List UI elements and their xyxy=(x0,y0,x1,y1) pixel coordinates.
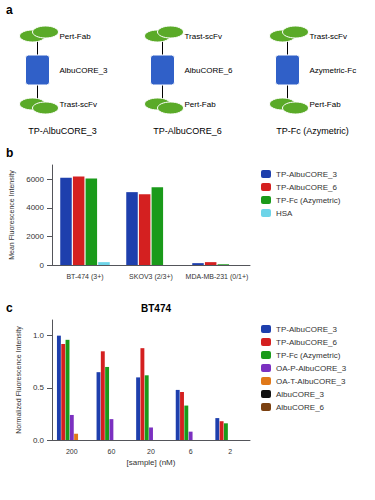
svg-text:b: b xyxy=(6,146,13,160)
svg-text:OA-T-AlbuCORE_3: OA-T-AlbuCORE_3 xyxy=(276,377,346,386)
svg-text:2000: 2000 xyxy=(26,232,44,241)
svg-text:TP-Fc (Azymetric): TP-Fc (Azymetric) xyxy=(276,351,341,360)
svg-text:TP-AlbuCORE_6: TP-AlbuCORE_6 xyxy=(276,183,337,192)
svg-text:Trast-scFv: Trast-scFv xyxy=(60,100,97,109)
svg-text:AlbuCORE_3: AlbuCORE_3 xyxy=(276,390,325,399)
svg-text:BT-474 (3+): BT-474 (3+) xyxy=(66,273,103,281)
svg-text:MDA-MB-231 (0/1+): MDA-MB-231 (0/1+) xyxy=(186,273,249,281)
svg-text:c: c xyxy=(6,301,13,315)
svg-text:HSA: HSA xyxy=(276,209,293,218)
svg-text:TP-AlbuCORE_3: TP-AlbuCORE_3 xyxy=(28,126,97,136)
svg-text:AlbuCORE_6: AlbuCORE_6 xyxy=(276,403,325,412)
svg-text:Pert-Fab: Pert-Fab xyxy=(185,100,217,109)
svg-text:TP-AlbuCORE_3: TP-AlbuCORE_3 xyxy=(276,170,337,179)
svg-text:TP-AlbuCORE_3: TP-AlbuCORE_3 xyxy=(276,325,337,334)
svg-text:0: 0 xyxy=(40,261,45,270)
svg-text:0.0: 0.0 xyxy=(33,436,45,445)
svg-text:AlbuCORE_6: AlbuCORE_6 xyxy=(185,66,234,75)
svg-text:Normalized Fluorescence Intens: Normalized Fluorescence Intensity xyxy=(15,326,23,434)
svg-text:TP-AlbuCORE_6: TP-AlbuCORE_6 xyxy=(153,126,222,136)
svg-text:Trast-scFv: Trast-scFv xyxy=(310,32,347,41)
svg-text:OA-P-AlbuCORE_3: OA-P-AlbuCORE_3 xyxy=(276,364,347,373)
svg-text:0.5: 0.5 xyxy=(33,383,45,392)
svg-text:AlbuCORE_3: AlbuCORE_3 xyxy=(60,66,109,75)
svg-text:TP-Fc (Azymetric): TP-Fc (Azymetric) xyxy=(276,196,341,205)
svg-text:a: a xyxy=(6,3,13,17)
svg-text:60: 60 xyxy=(108,448,116,455)
svg-text:Trast-scFv: Trast-scFv xyxy=(185,32,222,41)
svg-text:BT474: BT474 xyxy=(141,303,171,314)
svg-text:SKOV3 (2/3+): SKOV3 (2/3+) xyxy=(129,273,173,281)
svg-text:200: 200 xyxy=(66,448,78,455)
svg-text:TP-AlbuCORE_6: TP-AlbuCORE_6 xyxy=(276,338,337,347)
svg-text:6000: 6000 xyxy=(26,175,44,184)
svg-text:1.0: 1.0 xyxy=(33,331,45,340)
svg-text:Mean Fluorescence Intensity: Mean Fluorescence Intensity xyxy=(8,170,16,260)
svg-text:Azymetric-Fc: Azymetric-Fc xyxy=(310,66,357,75)
svg-text:TP-Fc (Azymetric): TP-Fc (Azymetric) xyxy=(276,126,349,136)
svg-text:Pert-Fab: Pert-Fab xyxy=(60,32,92,41)
svg-text:[sample] (nM): [sample] (nM) xyxy=(127,458,176,467)
svg-text:Pert-Fab: Pert-Fab xyxy=(310,100,342,109)
svg-text:4000: 4000 xyxy=(26,203,44,212)
svg-text:20: 20 xyxy=(147,448,155,455)
svg-text:2: 2 xyxy=(228,448,232,455)
svg-text:6: 6 xyxy=(189,448,193,455)
